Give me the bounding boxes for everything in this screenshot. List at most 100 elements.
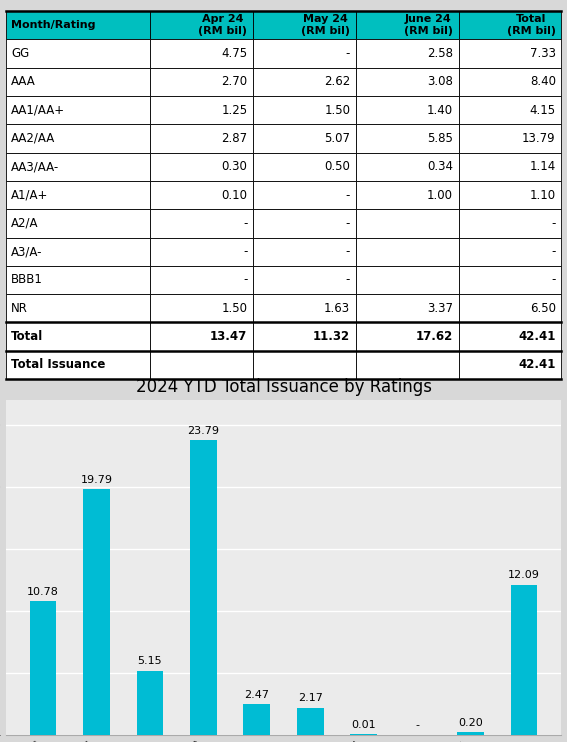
Bar <box>510 585 538 735</box>
Text: 0.34: 0.34 <box>427 160 453 174</box>
Bar <box>459 209 561 237</box>
Bar <box>253 125 356 153</box>
Text: 5.85: 5.85 <box>427 132 453 145</box>
Bar <box>150 181 253 209</box>
Bar <box>356 351 459 379</box>
Text: GG: GG <box>11 47 29 60</box>
Text: June 24
(RM bil): June 24 (RM bil) <box>404 15 453 36</box>
Text: 12.09: 12.09 <box>508 571 540 580</box>
Text: Month/Rating: Month/Rating <box>11 20 96 30</box>
Text: 17.62: 17.62 <box>416 330 453 343</box>
Bar <box>356 68 459 96</box>
Text: 0.30: 0.30 <box>222 160 247 174</box>
Bar <box>459 323 561 351</box>
Text: -: - <box>346 245 350 258</box>
Bar <box>253 96 356 125</box>
Bar <box>459 68 561 96</box>
Text: 42.41: 42.41 <box>518 330 556 343</box>
Bar <box>459 351 561 379</box>
Text: 2.87: 2.87 <box>221 132 247 145</box>
Text: -: - <box>551 245 556 258</box>
Bar <box>6 237 150 266</box>
Bar <box>356 181 459 209</box>
Bar <box>253 68 356 96</box>
Bar <box>29 601 57 735</box>
Text: -: - <box>243 245 247 258</box>
Text: NR: NR <box>11 302 28 315</box>
Text: 42.41: 42.41 <box>518 358 556 372</box>
Text: 1.63: 1.63 <box>324 302 350 315</box>
Bar <box>459 11 561 39</box>
Title: 2024 YTD Total Issuance by Ratings: 2024 YTD Total Issuance by Ratings <box>136 378 431 395</box>
Bar <box>150 68 253 96</box>
Text: -: - <box>346 274 350 286</box>
Bar <box>253 153 356 181</box>
Bar <box>356 323 459 351</box>
Text: -: - <box>346 217 350 230</box>
Bar <box>83 490 110 735</box>
Bar <box>459 237 561 266</box>
Text: 1.00: 1.00 <box>427 188 453 202</box>
Bar <box>6 209 150 237</box>
Text: 1.50: 1.50 <box>324 104 350 116</box>
Text: AA2/AA: AA2/AA <box>11 132 56 145</box>
Bar <box>150 96 253 125</box>
Bar <box>6 181 150 209</box>
Text: 8.40: 8.40 <box>530 76 556 88</box>
Bar <box>150 351 253 379</box>
Text: -: - <box>346 188 350 202</box>
Text: AA1/AA+: AA1/AA+ <box>11 104 65 116</box>
Text: 2.58: 2.58 <box>427 47 453 60</box>
Text: 3.08: 3.08 <box>427 76 453 88</box>
Bar <box>356 39 459 68</box>
Text: -: - <box>243 217 247 230</box>
Bar <box>6 11 150 39</box>
Bar <box>459 181 561 209</box>
Bar <box>356 11 459 39</box>
Text: Total
(RM bil): Total (RM bil) <box>507 15 556 36</box>
Bar <box>253 351 356 379</box>
Text: 4.75: 4.75 <box>221 47 247 60</box>
Text: 0.50: 0.50 <box>324 160 350 174</box>
Bar <box>253 266 356 294</box>
Text: 2.17: 2.17 <box>298 693 323 703</box>
Bar <box>150 11 253 39</box>
Text: 2.47: 2.47 <box>244 689 269 700</box>
Bar <box>190 440 217 735</box>
Bar <box>150 39 253 68</box>
Text: A2/A: A2/A <box>11 217 39 230</box>
Bar <box>6 294 150 323</box>
Text: 10.78: 10.78 <box>27 587 59 597</box>
Text: AAA: AAA <box>11 76 36 88</box>
Text: 2.62: 2.62 <box>324 76 350 88</box>
Bar <box>253 39 356 68</box>
Bar <box>150 125 253 153</box>
Text: 1.10: 1.10 <box>530 188 556 202</box>
Bar <box>459 39 561 68</box>
Text: A3/A-: A3/A- <box>11 245 43 258</box>
Text: 1.14: 1.14 <box>530 160 556 174</box>
Bar <box>253 237 356 266</box>
Bar <box>6 266 150 294</box>
Text: -: - <box>415 720 419 730</box>
Bar <box>356 294 459 323</box>
Bar <box>6 323 150 351</box>
Bar <box>356 153 459 181</box>
Text: 23.79: 23.79 <box>187 426 219 436</box>
Text: 0.20: 0.20 <box>458 718 483 728</box>
Text: BBB1: BBB1 <box>11 274 43 286</box>
Bar <box>6 68 150 96</box>
Text: -: - <box>551 217 556 230</box>
Bar <box>356 209 459 237</box>
Bar <box>356 125 459 153</box>
Bar <box>459 96 561 125</box>
Bar <box>6 96 150 125</box>
Bar <box>356 266 459 294</box>
Text: 5.07: 5.07 <box>324 132 350 145</box>
Bar <box>243 704 270 735</box>
Bar <box>6 153 150 181</box>
Text: -: - <box>346 47 350 60</box>
Text: 0.10: 0.10 <box>221 188 247 202</box>
Bar <box>150 294 253 323</box>
Text: 1.50: 1.50 <box>221 302 247 315</box>
